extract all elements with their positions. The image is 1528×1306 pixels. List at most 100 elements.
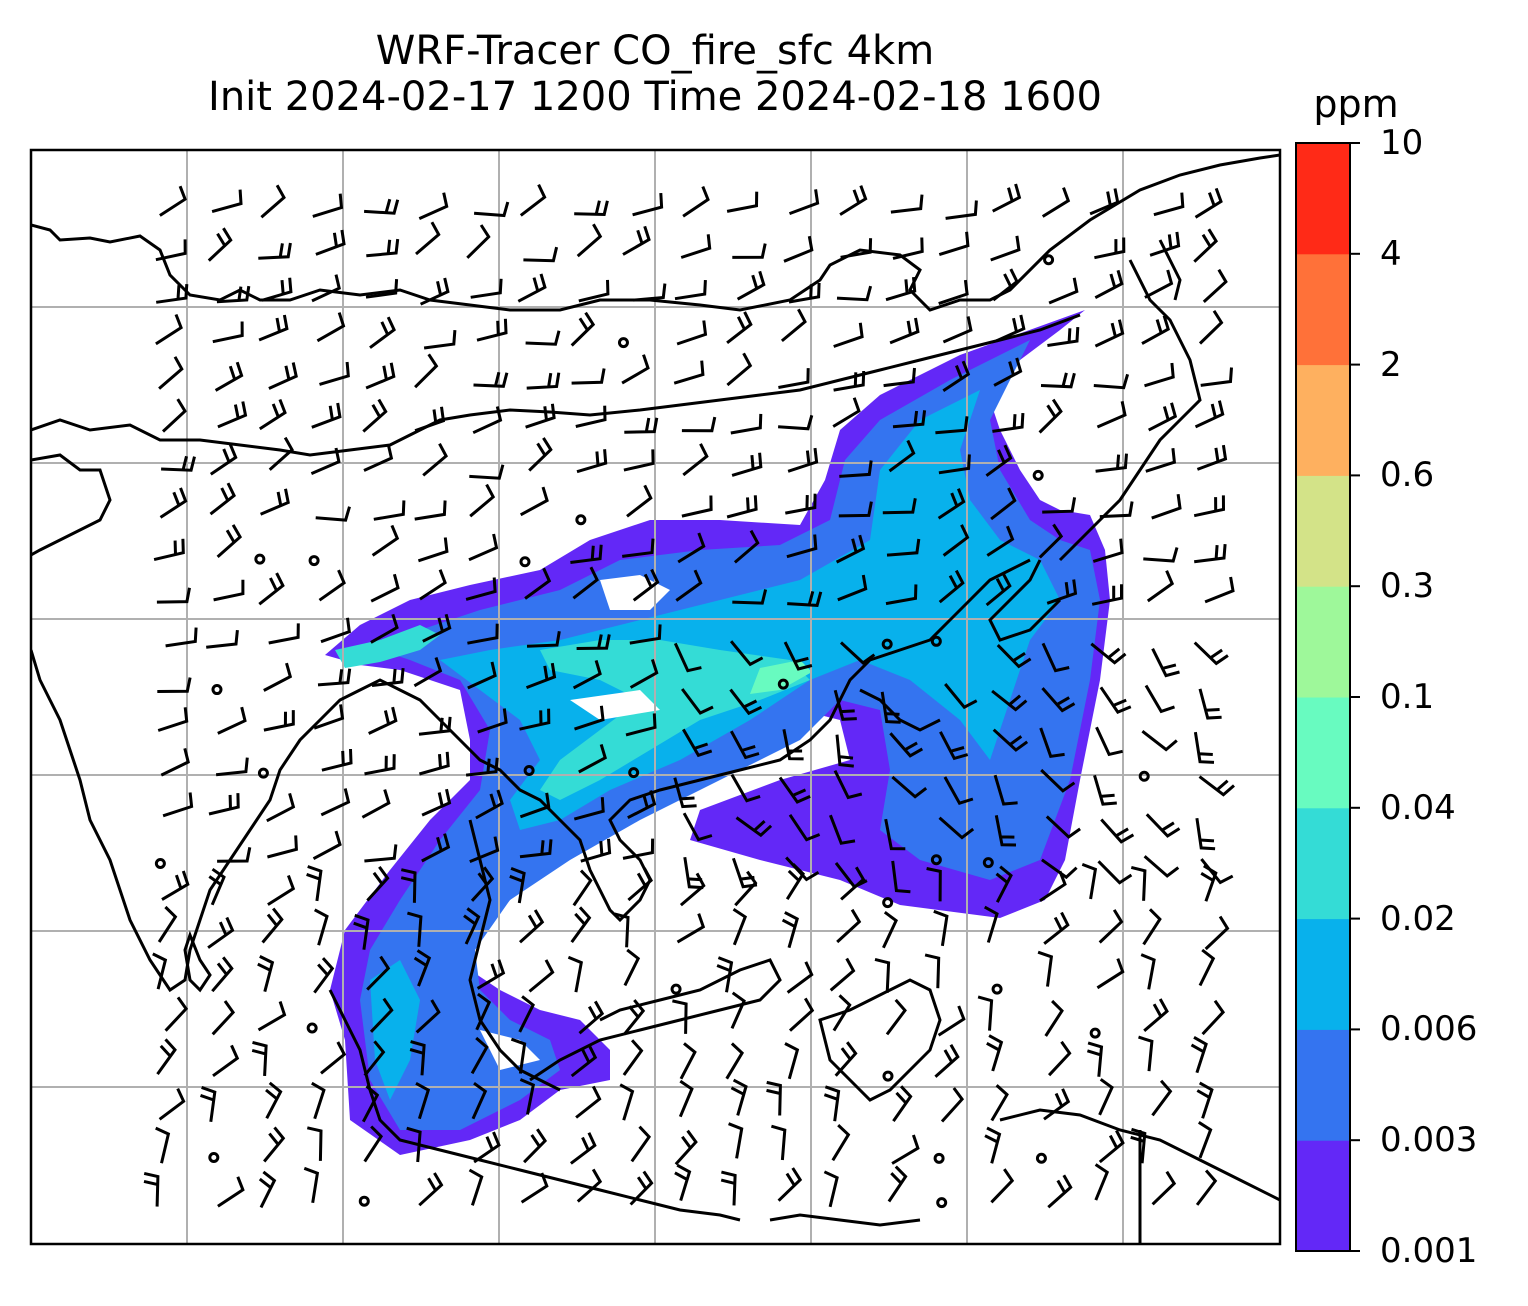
wind-barb <box>726 495 758 519</box>
wind-barb <box>944 683 978 710</box>
wind-barb <box>576 1168 603 1203</box>
wind-barb <box>680 234 712 259</box>
wind-barb <box>892 410 927 429</box>
wind-barb <box>623 999 646 1036</box>
wind-barb <box>573 797 605 821</box>
wind-barb <box>783 641 813 671</box>
wind-barb <box>993 774 1018 806</box>
wind-barb <box>1144 684 1175 714</box>
wind-barb <box>319 361 350 386</box>
wind-barb <box>400 868 417 903</box>
wind-barb <box>528 959 555 993</box>
wind-barb <box>681 688 714 715</box>
wind-barb <box>632 193 664 217</box>
wind-barb <box>1143 855 1180 878</box>
wind-barb <box>785 493 817 515</box>
wind-barb <box>995 314 1026 343</box>
calm-wind-marker <box>306 1022 318 1034</box>
calm-wind-marker <box>933 1152 945 1164</box>
wind-barb <box>206 629 239 649</box>
colorbar-segment <box>1296 1140 1350 1252</box>
wind-barb <box>1094 269 1124 300</box>
colorbar <box>1295 142 1360 1252</box>
wind-barb <box>406 911 423 947</box>
wind-barb <box>788 997 815 1032</box>
wind-barb <box>880 691 901 724</box>
wind-barb <box>938 569 965 604</box>
wind-barb <box>731 452 763 477</box>
wind-barb <box>887 1165 908 1203</box>
wind-barb <box>368 706 398 735</box>
wind-barb <box>371 667 405 687</box>
wind-barb <box>889 317 920 345</box>
wind-barb <box>465 577 497 601</box>
wind-barb <box>572 566 599 600</box>
wind-barb <box>673 777 697 809</box>
wind-barb <box>777 1167 803 1202</box>
wind-barb <box>1095 726 1124 757</box>
wind-barb <box>992 413 1025 433</box>
calm-wind-marker <box>628 767 640 779</box>
wind-barb <box>1143 998 1169 1032</box>
wind-barb <box>570 544 603 564</box>
wind-barb <box>1142 908 1162 946</box>
wind-barb <box>364 844 398 863</box>
wind-barb <box>627 867 654 902</box>
wind-barb <box>882 910 898 949</box>
calm-wind-marker <box>257 767 269 779</box>
wind-barb <box>211 189 243 214</box>
wind-barb <box>155 284 189 304</box>
wind-barb <box>567 955 583 993</box>
wind-barb <box>627 790 657 820</box>
wind-barb <box>1039 870 1067 902</box>
wind-barb <box>1048 277 1079 305</box>
wind-barb <box>320 1041 347 1075</box>
wind-barb <box>674 1129 698 1166</box>
wind-barb <box>622 838 655 860</box>
wind-barb <box>518 995 535 1033</box>
wind-barb <box>720 1170 737 1206</box>
wind-barb <box>414 406 446 433</box>
wind-barb <box>261 277 293 302</box>
wind-barb <box>574 200 609 217</box>
wind-barb <box>726 191 759 213</box>
wind-barb <box>209 443 238 476</box>
wind-barb <box>520 1172 549 1204</box>
colorbar-segment <box>1296 475 1350 587</box>
wind-barb <box>1146 570 1175 603</box>
wind-barb <box>781 911 799 949</box>
colorbar-segment <box>1296 253 1350 366</box>
wind-barb <box>679 1042 697 1080</box>
wind-barb <box>261 907 284 944</box>
wind-barb <box>632 568 660 602</box>
wind-barb <box>363 444 394 472</box>
wind-barb <box>673 360 705 385</box>
wind-barb <box>985 444 1013 477</box>
wind-barb <box>885 584 918 606</box>
wind-barb <box>938 816 975 840</box>
wind-barb <box>623 449 655 472</box>
wind-barb <box>630 1125 652 1163</box>
wind-barb <box>519 792 551 819</box>
colorbar-segment <box>1296 143 1350 255</box>
wind-barb <box>943 776 974 805</box>
wind-barb <box>258 314 289 342</box>
calm-wind-marker <box>881 638 893 650</box>
wind-barb <box>1043 1088 1071 1121</box>
wind-barb <box>157 905 178 943</box>
wind-barb <box>883 367 916 388</box>
wind-barb <box>415 999 441 1034</box>
wind-barb <box>320 617 351 644</box>
wind-barb <box>783 235 814 263</box>
wind-barb <box>1151 1170 1177 1206</box>
wind-barb <box>778 368 810 389</box>
wind-barb <box>1149 231 1181 257</box>
wind-barb <box>675 569 703 602</box>
wind-barb <box>629 658 659 689</box>
wind-barb <box>526 631 561 648</box>
wind-barb <box>992 268 1019 302</box>
wind-barb <box>892 237 924 260</box>
wind-barb <box>725 1042 745 1080</box>
wind-barb <box>890 194 924 214</box>
calm-wind-marker <box>358 1195 370 1207</box>
